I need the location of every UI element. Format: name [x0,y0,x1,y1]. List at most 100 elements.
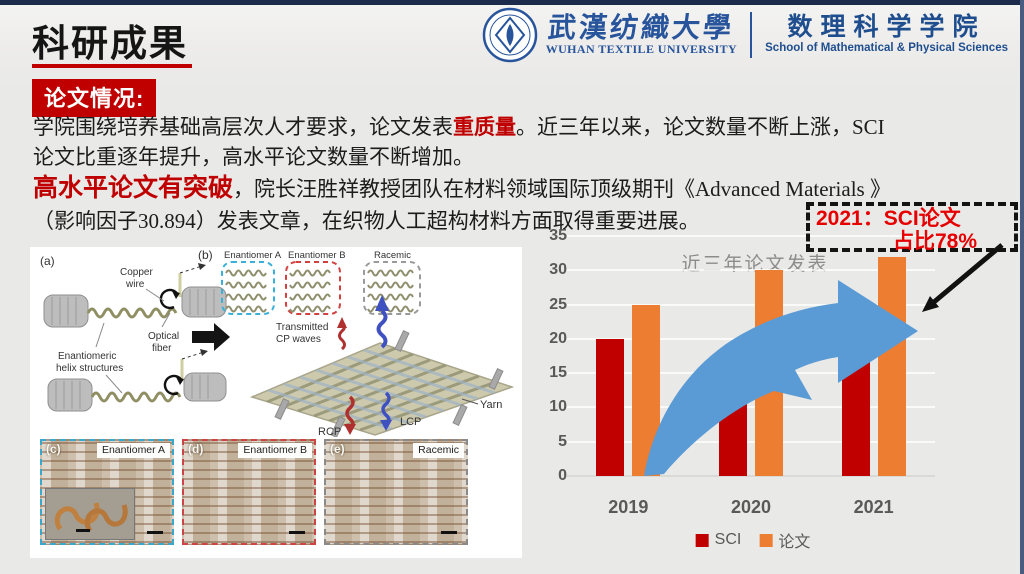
inset-racemic-box [363,261,421,315]
papers-bar-chart: 近三年论文发表 0 5 10 15 20 25 30 35 2019 2020 2021 SCI 论文 [545,227,1023,571]
fabric-weft-lines [267,348,496,431]
p1-part1: 学院围绕培养基础高层次人才要求，论文发表 [33,115,453,139]
gridline [567,303,935,306]
p2-part2: （影响因子30.894）发表文章，在织物人工超构材料方面取得重要进展。 [33,209,700,233]
legend-label: 论文 [778,534,811,551]
y-axis-tick: 10 [549,398,567,416]
paragraph-breakthrough: 高水平论文有突破，院长汪胜祥教授团队在材料领域国际顶级期刊《Advanced M… [33,172,1003,237]
optical-fiber-label-1: Optical [148,331,179,342]
figure-diagram: (a) Copper wire Optical fiber [40,248,515,438]
p1-highlight: 重质量 [453,115,516,139]
inset-racemic-label: Racemic [374,250,411,261]
legend-item-论文: 论文 [759,528,810,552]
inset-b-box [285,261,341,315]
page-title: 科研成果 [32,23,188,64]
helix-wire-top [86,307,178,319]
helix-structures-label-1: Enantiomeric [58,351,116,362]
legend-label: SCI [714,531,742,548]
university-name-cn: 武漢纺織大學 [547,13,736,44]
yarn-rods [274,330,504,438]
p1-part2: 。近三年以来，论文数量不断上涨，SCI [516,115,885,139]
university-name-en: WUHAN TEXTILE UNIVERSITY [545,42,738,57]
gridline [567,269,935,272]
callout-line2: 占比78% [892,230,978,253]
copper-wire-label-2: wire [125,279,145,290]
legend-swatch-icon [759,533,773,547]
helix-wire-bottom [90,391,182,403]
school-name-en: School of Mathematical & Physical Scienc… [765,42,1008,55]
optical-fiber-label-2: fiber [152,343,172,354]
inset-b-label: Enantiomer B [288,250,346,261]
transmitted-label-1: Transmitted [276,322,328,333]
university-name: 武漢纺織大學 WUHAN TEXTILE UNIVERSITY [545,13,738,57]
panel-b-label: (b) [198,248,213,262]
y-axis-tick: 5 [558,432,567,450]
y-axis-tick: 20 [549,329,567,347]
gridline [567,235,935,237]
gridline [567,475,935,477]
panel-a-label: (a) [40,254,55,268]
photo-enantiomer-b: (d) Enantiomer B [182,439,316,545]
scale-bar [441,531,457,534]
p1-part3: 论文比重逐年提升，高水平论文数量不断增加。 [33,145,474,169]
scale-bar [147,531,163,534]
school-name-cn: 数理科学学院 [787,13,986,42]
annotation-arrow-icon [922,243,1004,312]
bar-论文-2021 [877,256,906,476]
spool-top-left-icon [43,294,89,328]
x-axis-label-2019: 2019 [608,497,649,517]
helix-structures-label-2: helix structures [56,363,123,374]
inset-racemic-helices [367,269,414,313]
bar-SCI-2019 [596,338,625,476]
copper-coil-icon [54,502,128,533]
transmitted-label-2: CP waves [276,334,321,345]
inset-a-helices [225,269,267,313]
p2-highlight: 高水平论文有突破 [33,174,234,202]
university-logo: 武漢纺織大學 WUHAN TEXTILE UNIVERSITY 数理科学学院 S… [482,7,1008,63]
trend-arrow-icon [644,280,918,476]
spool-top-right-icon [181,286,227,318]
x-axis-label-2020: 2020 [730,497,772,517]
chart-legend: SCI 论文 [695,528,810,552]
title-underline [32,64,192,68]
right-edge-bar [1020,0,1024,574]
y-axis-tick: 15 [549,364,567,382]
paragraph-papers: 学院围绕培养基础高层次人才要求，论文发表重质量。近三年以来，论文数量不断上涨，S… [33,112,1003,172]
callout-line1: 2021：SCI论文 [816,207,961,230]
rcp-label: RCP [318,426,341,437]
x-axis-label-2021: 2021 [853,497,894,517]
inset-b-helices [289,269,331,313]
photo-d-letter: (d) [188,442,204,456]
spool-bottom-right-icon [183,372,227,402]
inset-a-box [221,261,275,315]
scale-bar [289,531,305,534]
legend-swatch-icon [695,533,709,547]
photo-d-caption: Enantiomer B [238,443,312,458]
inset-a-label: Enantiomer A [224,250,282,261]
school-name: 数理科学学院 School of Mathematical & Physical… [765,15,1008,55]
gridline [567,440,935,443]
figure-photo-row: (c) Enantiomer A (d) Enantiomer B (e) [30,437,522,558]
legend-item-SCI: SCI [695,531,742,549]
spool-bottom-left-icon [47,378,93,412]
copper-wire-label-1: Copper [120,267,153,278]
photo-c-letter: (c) [46,442,61,456]
callout-2021-sci-share: 2021：SCI论文 占比78% [806,202,1018,253]
y-axis-tick: 35 [549,227,567,244]
logo-divider [750,12,753,58]
section-badge: 论文情况: [32,79,157,117]
photo-c-caption: Enantiomer A [96,443,170,458]
twist-arrow-icon [159,288,180,310]
photo-racemic: (e) Racemic [324,439,468,545]
yarn-label: Yarn [480,399,502,411]
gridline [567,406,935,409]
top-edge-bar [0,0,1024,5]
rotation-dashed-arrow [179,265,203,274]
panel-transition-arrow-icon [192,323,230,351]
photo-e-caption: Racemic [413,443,464,458]
paper-figure: (a) Copper wire Optical fiber [30,247,522,558]
photo-enantiomer-a: (c) Enantiomer A [40,439,174,545]
y-axis-tick: 0 [558,467,567,484]
photo-c-inset [45,488,135,540]
p2-part1: ，院长汪胜祥教授团队在材料领域国际顶级期刊《Advanced Materials… [233,177,891,201]
